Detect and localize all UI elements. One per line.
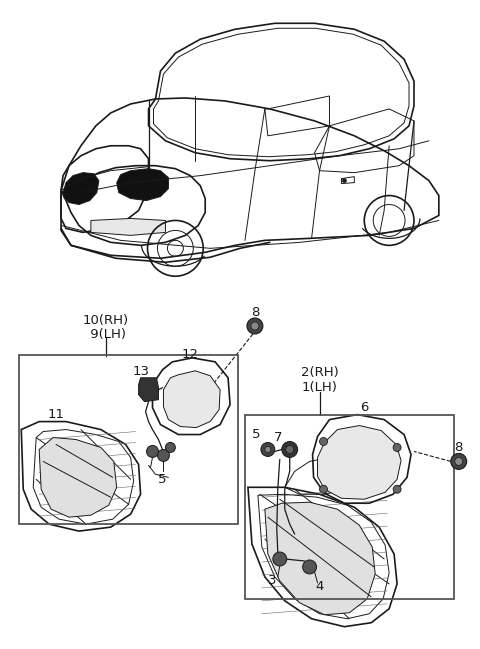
Polygon shape [318, 426, 401, 499]
Circle shape [166, 443, 175, 452]
Bar [19, 355, 238, 524]
Circle shape [282, 441, 298, 458]
Text: 4: 4 [315, 580, 324, 593]
Bar [245, 415, 454, 599]
Polygon shape [91, 219, 166, 236]
Circle shape [302, 560, 316, 574]
Circle shape [273, 552, 287, 566]
Text: 7: 7 [274, 431, 282, 444]
Polygon shape [265, 502, 375, 615]
Text: 9(LH): 9(LH) [86, 328, 126, 341]
Circle shape [320, 437, 327, 445]
Text: 10(RH): 10(RH) [83, 313, 129, 326]
Circle shape [393, 443, 401, 452]
Text: 1(LH): 1(LH) [301, 381, 337, 394]
Text: 12: 12 [182, 349, 199, 361]
Circle shape [455, 458, 463, 465]
Circle shape [251, 322, 259, 330]
Circle shape [342, 178, 347, 182]
Text: 6: 6 [360, 401, 369, 414]
Circle shape [247, 318, 263, 334]
Circle shape [286, 445, 294, 454]
Text: 2(RH): 2(RH) [300, 366, 338, 379]
Text: 3: 3 [267, 574, 276, 587]
Circle shape [146, 445, 158, 458]
Polygon shape [63, 173, 99, 204]
Circle shape [451, 454, 467, 469]
Circle shape [393, 485, 401, 493]
Polygon shape [39, 437, 117, 517]
Polygon shape [117, 169, 168, 201]
Circle shape [261, 443, 275, 456]
Text: 8: 8 [455, 441, 463, 454]
Text: 5: 5 [252, 428, 260, 441]
Circle shape [157, 450, 169, 461]
Polygon shape [164, 371, 220, 428]
Polygon shape [139, 378, 158, 402]
Text: 13: 13 [132, 365, 149, 378]
Text: 11: 11 [48, 408, 65, 421]
Circle shape [320, 485, 327, 493]
Text: 8: 8 [251, 306, 259, 319]
Text: 5: 5 [158, 473, 167, 486]
Circle shape [265, 447, 271, 452]
